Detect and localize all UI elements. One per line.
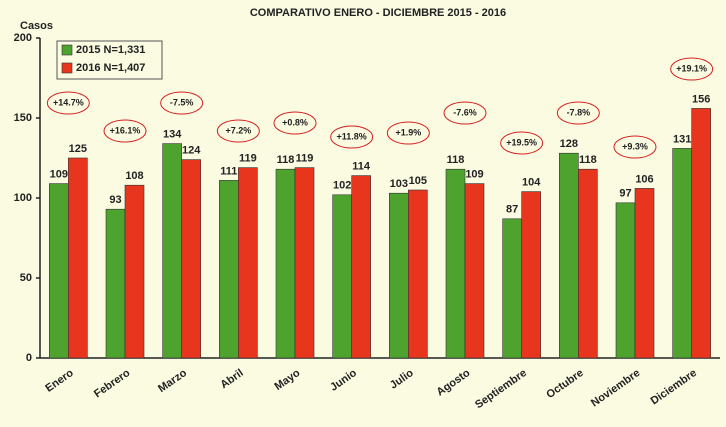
- annotation-oval: [103, 119, 147, 143]
- x-tick-label: Julio: [388, 367, 416, 392]
- bar: [351, 175, 371, 359]
- bar: [181, 159, 201, 359]
- bar: [49, 183, 69, 359]
- x-tick-label: Septiembre: [473, 367, 529, 411]
- annotation: -7.6%: [453, 107, 477, 117]
- annotation-oval: [386, 121, 430, 145]
- bar: [332, 194, 352, 359]
- legend-label: 2016 N=1,407: [76, 62, 145, 74]
- data-label: 109: [50, 169, 68, 181]
- bar: [672, 148, 692, 359]
- annotation: +7.2%: [225, 125, 251, 135]
- data-label: 125: [69, 143, 87, 155]
- y-axis-label: Casos: [20, 20, 53, 32]
- chart-title: COMPARATIVO ENERO - DICIEMBRE 2015 - 201…: [250, 7, 506, 19]
- x-tick-label: Enero: [43, 367, 76, 395]
- bar: [408, 189, 428, 359]
- annotation: -7.5%: [170, 97, 194, 107]
- y-tick-label: 100: [14, 192, 32, 204]
- data-label: 105: [409, 175, 427, 187]
- x-tick-label: Marzo: [156, 367, 189, 395]
- x-tick-label: Agosto: [434, 367, 472, 399]
- annotation-oval: [330, 125, 374, 149]
- y-tick-label: 200: [14, 32, 32, 44]
- data-label: 87: [506, 204, 518, 216]
- bar: [634, 188, 655, 359]
- data-label: 119: [296, 153, 314, 165]
- data-label: 104: [522, 177, 541, 189]
- bar: [615, 202, 636, 359]
- bar: [238, 167, 258, 359]
- bar: [578, 168, 598, 359]
- annotation: +19.1%: [676, 63, 707, 73]
- annotation: +14.7%: [53, 97, 84, 107]
- bar: [559, 152, 579, 359]
- bar: [502, 218, 522, 359]
- bar: [275, 168, 296, 359]
- annotation-oval: [273, 111, 317, 135]
- x-tick-label: Noviembre: [589, 367, 642, 409]
- data-label: 102: [333, 180, 351, 192]
- bar: [464, 183, 485, 359]
- legend-swatch: [61, 62, 73, 74]
- bar: [691, 108, 711, 359]
- x-tick-label: Octubre: [544, 367, 585, 401]
- bar: [389, 192, 409, 359]
- data-label: 124: [182, 145, 201, 157]
- x-tick-label: Junio: [328, 367, 359, 394]
- annotation-oval: [160, 91, 204, 115]
- annotation: -7.8%: [567, 107, 591, 117]
- annotation-oval: [46, 91, 90, 115]
- legend-box: [56, 40, 163, 80]
- bar: [124, 184, 145, 359]
- bar: [521, 191, 541, 359]
- annotation-oval: [216, 119, 260, 143]
- y-tick-label: 150: [14, 112, 32, 124]
- data-label: 118: [579, 154, 597, 166]
- y-tick-label: 0: [26, 352, 32, 364]
- data-label: 131: [673, 133, 691, 145]
- data-label: 103: [390, 178, 408, 190]
- annotation-oval: [500, 131, 544, 155]
- data-label: 118: [277, 154, 295, 166]
- data-label: 93: [109, 194, 121, 206]
- annotation: +11.8%: [337, 131, 367, 141]
- legend-swatch: [61, 44, 73, 56]
- x-tick-label: Diciembre: [649, 367, 699, 407]
- x-tick-label: Febrero: [92, 367, 133, 400]
- annotation-oval: [443, 101, 487, 125]
- bar: [294, 167, 315, 359]
- annotation: +19.5%: [506, 137, 537, 147]
- bar: [445, 168, 466, 359]
- annotation: +1.9%: [395, 127, 421, 137]
- x-tick-label: Abril: [218, 367, 245, 391]
- annotation-oval: [556, 101, 600, 125]
- data-label: 106: [635, 173, 653, 185]
- data-label: 111: [220, 165, 237, 177]
- annotation: +9.3%: [622, 141, 648, 151]
- data-label: 114: [352, 161, 371, 173]
- data-label: 109: [465, 169, 483, 181]
- annotation-oval: [613, 135, 657, 159]
- data-label: 97: [619, 188, 631, 200]
- x-tick-label: Mayo: [272, 367, 302, 393]
- bar: [162, 143, 182, 359]
- annotation-oval: [670, 57, 714, 81]
- data-label: 134: [163, 129, 182, 141]
- data-label: 108: [125, 170, 143, 182]
- y-tick-label: 50: [20, 272, 32, 284]
- data-label: 119: [239, 153, 257, 165]
- annotation: +16.1%: [110, 125, 141, 135]
- data-label: 128: [560, 138, 578, 150]
- bar: [68, 157, 88, 359]
- data-label: 118: [447, 154, 465, 166]
- legend-label: 2015 N=1,331: [76, 44, 145, 56]
- annotation: +0.8%: [282, 117, 308, 127]
- bar: [219, 180, 239, 359]
- data-label: 156: [692, 93, 710, 105]
- bar: [105, 208, 126, 359]
